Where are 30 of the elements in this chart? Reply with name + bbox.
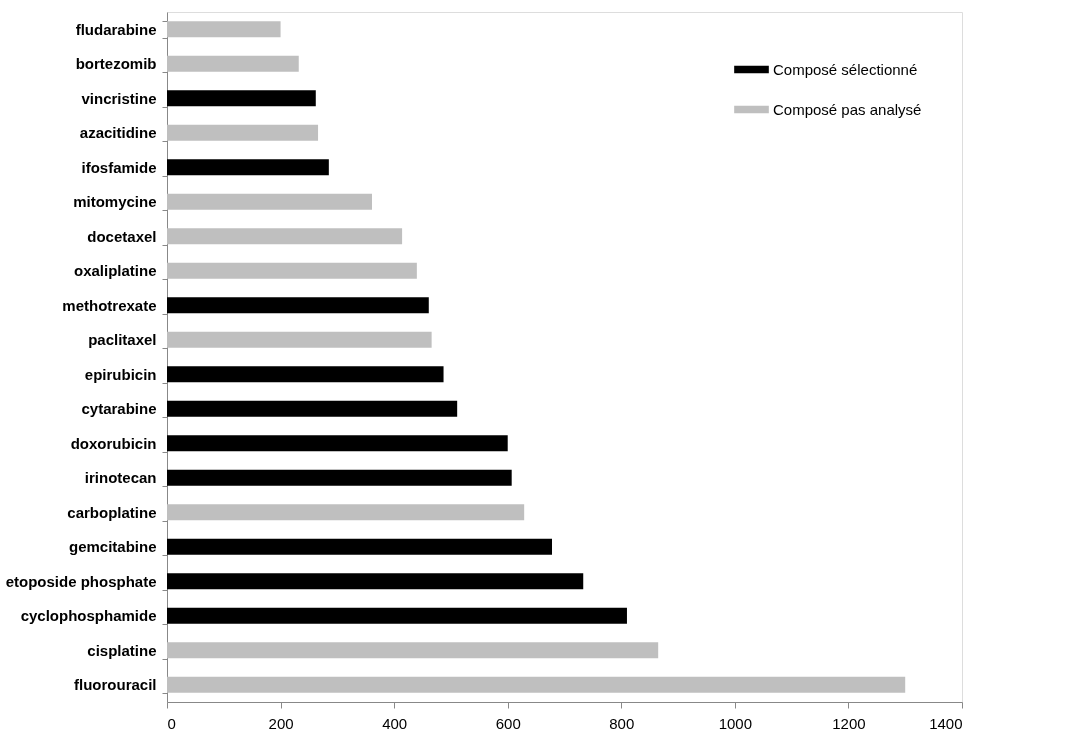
y-tick-label: cyclophosphamide (20, 607, 157, 625)
y-tick-label: epirubicin (84, 365, 157, 383)
x-tick-label: 400 (382, 714, 408, 732)
y-tick-label: irinotecan (84, 469, 157, 487)
legend-label: Composé sélectionné (773, 60, 918, 78)
y-tick-label: fluorouracil (73, 676, 157, 694)
y-tick-label: bortezomib (75, 55, 157, 73)
y-tick-label: gemcitabine (68, 538, 157, 556)
y-tick-label: cytarabine (81, 400, 157, 418)
y-tick-label: fludarabine (75, 20, 157, 38)
y-tick-label: docetaxel (87, 227, 157, 245)
y-tick-label: mitomycine (73, 193, 157, 211)
x-tick-label: 1400 (929, 714, 963, 732)
y-tick-label: ifosfamide (81, 158, 157, 176)
y-tick-label: methotrexate (62, 296, 157, 314)
y-tick-label: doxorubicin (70, 434, 157, 452)
x-tick-label: 1200 (832, 714, 866, 732)
x-tick-label: 600 (495, 714, 521, 732)
y-tick-label: cisplatine (87, 641, 157, 659)
y-tick-label: etoposide phosphate (5, 572, 157, 590)
y-tick-label: carboplatine (67, 503, 157, 521)
x-tick-label: 1000 (718, 714, 753, 732)
y-tick-label: vincristine (81, 89, 157, 107)
y-tick-label: azacitidine (79, 124, 157, 142)
x-tick-label: 800 (609, 714, 635, 732)
y-tick-label: paclitaxel (88, 331, 157, 349)
y-tick-label: oxaliplatine (73, 262, 157, 280)
x-tick-label: 200 (268, 714, 294, 732)
x-tick-label: 0 (167, 714, 176, 732)
legend-label: Composé pas analysé (773, 100, 922, 118)
